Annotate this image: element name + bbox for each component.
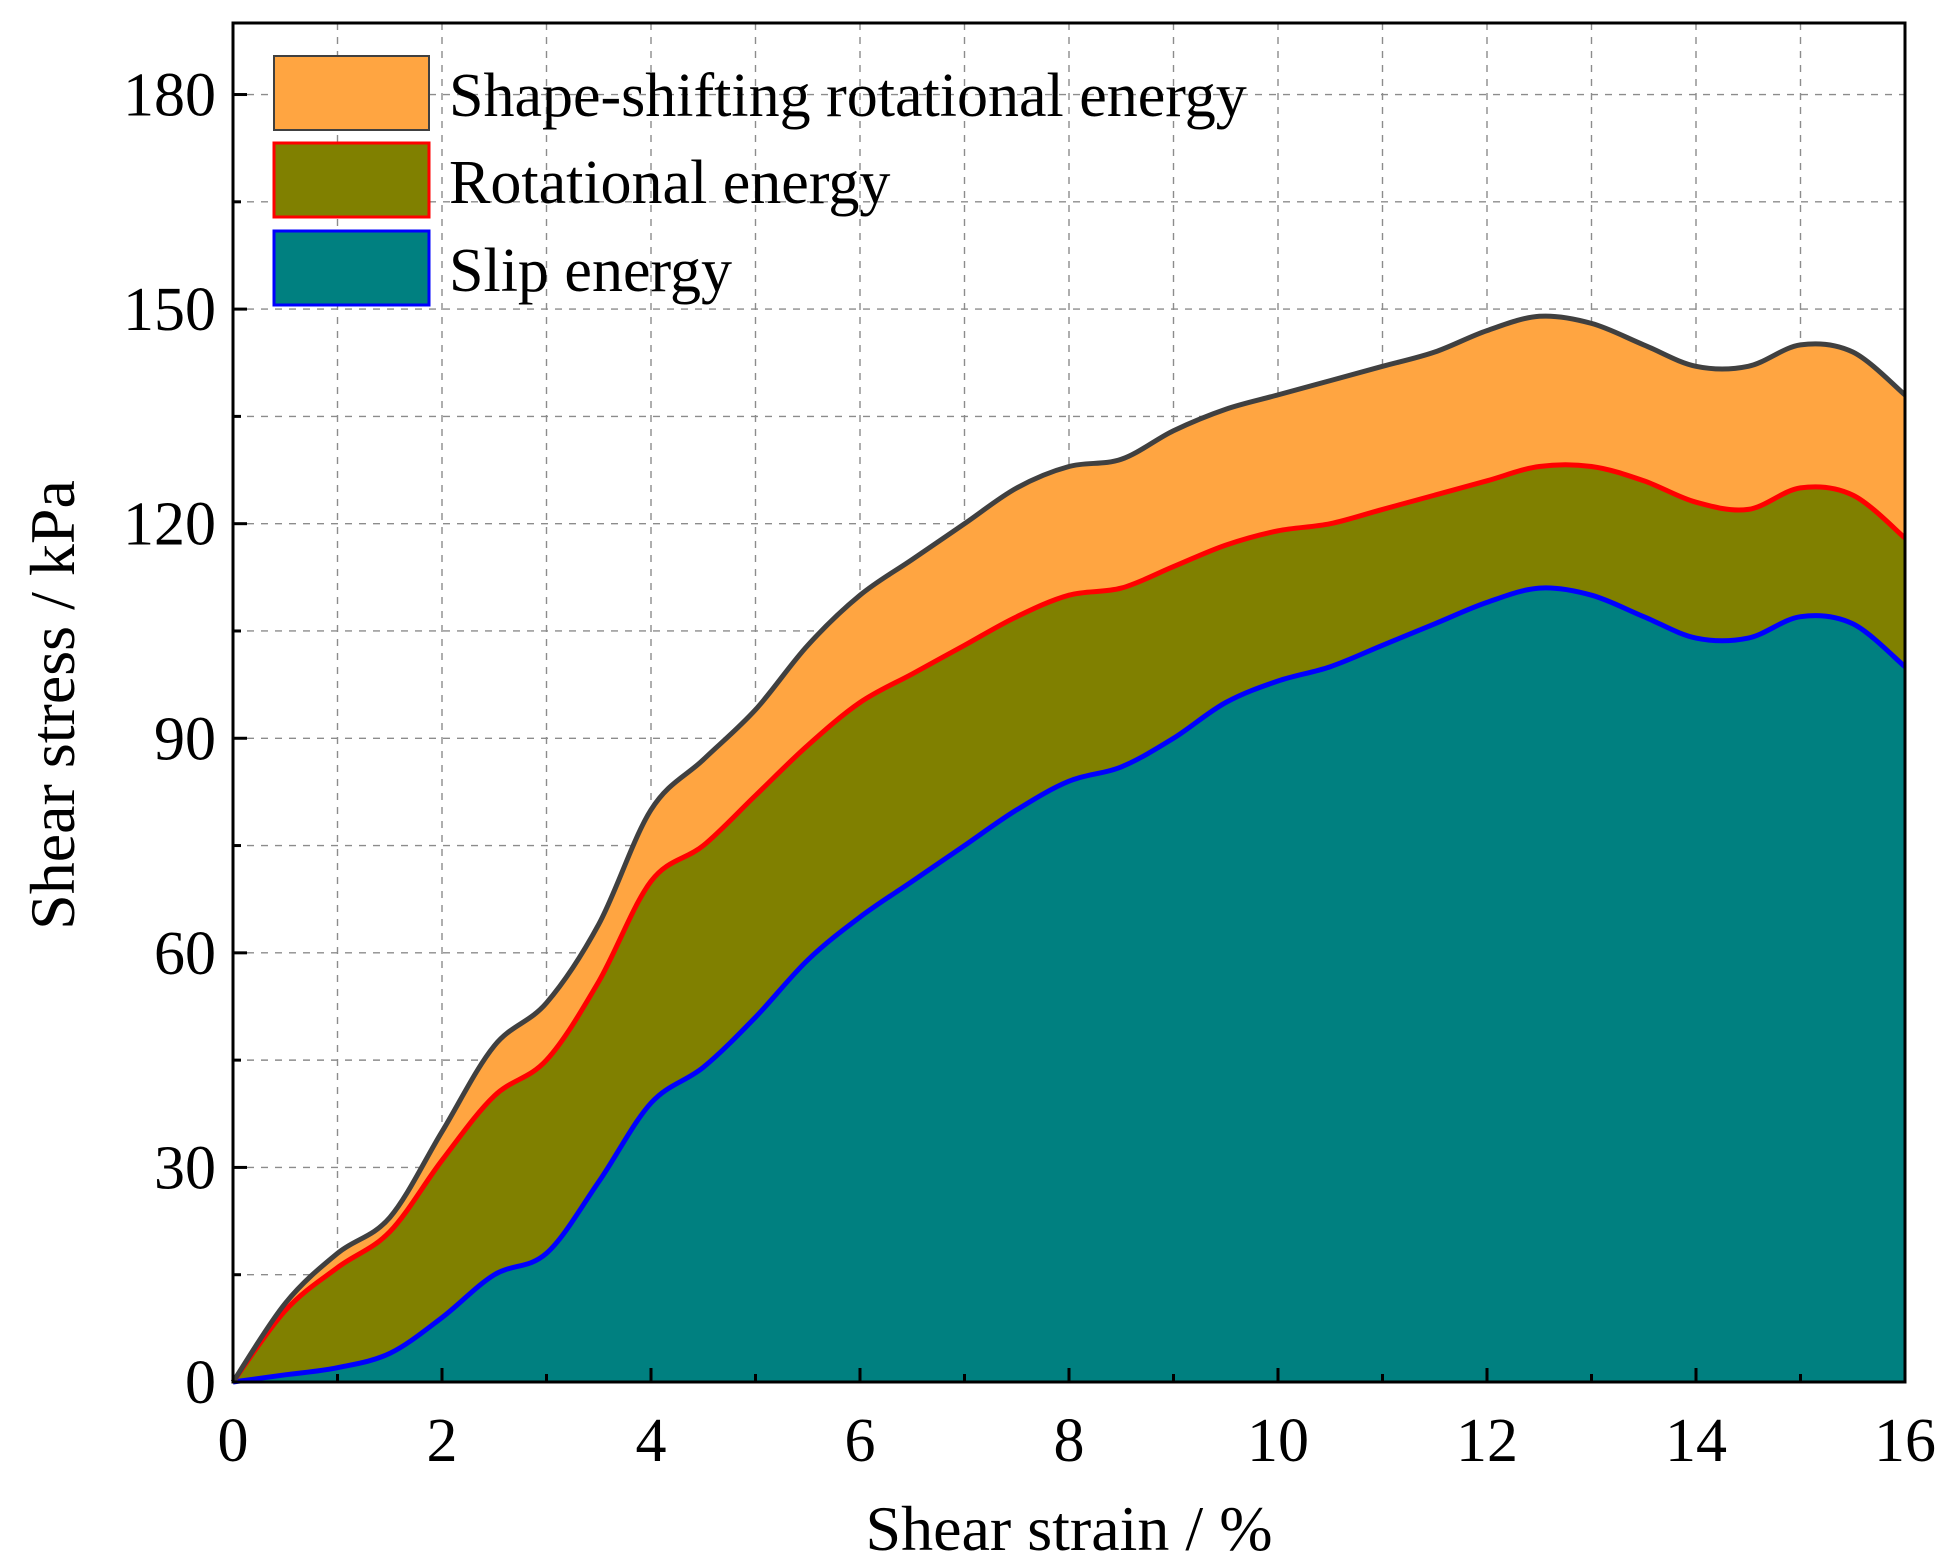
area-rotational-energy: [233, 464, 1905, 1382]
legend-swatch-rotational-energy: [272, 141, 431, 219]
line-slip-energy: [232, 585, 1907, 1385]
legend-label-rotational-energy: Rotational energy: [449, 149, 890, 217]
legend: Shape-shifting rotational energy Rotatio…: [272, 55, 1247, 307]
y-axis-title: Shear stress / kPa: [17, 480, 88, 930]
grid: [233, 23, 1905, 1382]
legend-swatch-slip-energy: [272, 229, 431, 307]
y-tick-label: 60: [154, 920, 216, 988]
x-tick-label: 12: [1456, 1407, 1518, 1475]
area-slip-energy: [233, 587, 1905, 1382]
y-tick-label: 120: [123, 491, 216, 559]
x-tick-label: 6: [845, 1407, 876, 1475]
stacked-areas: [233, 316, 1905, 1382]
y-tick-label: 0: [185, 1349, 216, 1417]
legend-item-slip-energy: Slip energy: [272, 229, 732, 307]
line-rotational-energy: [230, 462, 1907, 1384]
series-lines: [230, 313, 1907, 1385]
y-tick-label: 150: [123, 276, 216, 344]
legend-item-rotational-energy: Rotational energy: [272, 141, 890, 219]
area-shape-shifting-rotational-energy: [233, 316, 1905, 1382]
line-shape-shifting-rotational-energy: [230, 313, 1907, 1384]
axis-ticks: 0 2 4 6 8 10 12 14 16 0 30 60 90 120 150 180: [123, 62, 1936, 1475]
legend-label-slip-energy: Slip energy: [449, 237, 732, 305]
x-tick-label: 14: [1665, 1407, 1727, 1475]
legend-swatch-shape-shifting-rotational-energy: [273, 55, 430, 131]
x-tick-label: 4: [636, 1407, 667, 1475]
x-axis-title: Shear strain / %: [866, 1493, 1273, 1564]
x-tick-label: 10: [1247, 1407, 1309, 1475]
legend-item-shape-shifting-rotational-energy: Shape-shifting rotational energy: [273, 55, 1247, 131]
y-tick-label: 180: [123, 62, 216, 130]
y-tick-label: 30: [154, 1134, 216, 1202]
x-tick-label: 2: [427, 1407, 458, 1475]
legend-label-shape-shifting-rotational-energy: Shape-shifting rotational energy: [449, 62, 1247, 130]
y-tick-label: 90: [154, 705, 216, 773]
x-tick-label: 16: [1874, 1407, 1936, 1475]
x-tick-label: 0: [218, 1407, 249, 1475]
x-tick-label: 8: [1054, 1407, 1085, 1475]
